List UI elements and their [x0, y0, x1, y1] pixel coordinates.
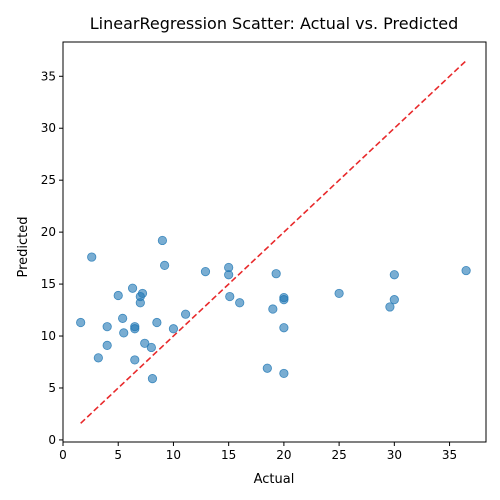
- data-point: [262, 363, 272, 373]
- x-tick-label: 0: [59, 448, 67, 462]
- y-axis-ticks: 0 5 10 15 20 25 30 35: [41, 69, 63, 447]
- data-points: [76, 235, 471, 384]
- data-point: [152, 317, 162, 328]
- y-tick-label: 15: [41, 277, 56, 291]
- data-point: [279, 295, 289, 305]
- y-tick-label: 30: [41, 121, 56, 135]
- x-tick-label: 10: [166, 448, 181, 462]
- data-point: [118, 313, 128, 323]
- reference-line: [80, 60, 467, 424]
- data-point: [157, 235, 167, 246]
- data-point: [127, 283, 138, 293]
- data-point: [147, 374, 158, 384]
- data-point: [389, 295, 399, 305]
- x-tick-label: 30: [387, 448, 402, 462]
- data-point: [102, 322, 112, 332]
- x-tick-label: 20: [276, 448, 291, 462]
- axes-border: [62, 41, 487, 443]
- x-axis-ticks: 0 5 10 15 20 25 30 35: [59, 442, 457, 462]
- data-point: [146, 342, 156, 353]
- data-point: [224, 270, 234, 280]
- data-point: [137, 288, 148, 299]
- data-point: [168, 324, 179, 334]
- data-point: [130, 324, 140, 334]
- data-point: [279, 368, 289, 379]
- data-point: [271, 269, 281, 279]
- x-tick-label: 15: [221, 448, 236, 462]
- data-point: [102, 340, 112, 350]
- data-point: [160, 260, 170, 270]
- data-point: [461, 265, 471, 276]
- x-tick-label: 35: [442, 448, 457, 462]
- y-tick-label: 25: [41, 173, 56, 187]
- reference-line-group: [80, 60, 467, 424]
- data-point: [268, 304, 278, 314]
- x-tick-label: 5: [114, 448, 122, 462]
- data-point: [113, 290, 123, 301]
- data-point: [76, 317, 86, 328]
- y-tick-label: 10: [41, 329, 56, 343]
- data-point: [180, 309, 191, 319]
- y-tick-label: 5: [48, 381, 56, 395]
- x-axis-label: Actual: [254, 472, 295, 487]
- data-point: [93, 353, 103, 363]
- chart-title: LinearRegression Scatter: Actual vs. Pre…: [90, 14, 459, 33]
- data-point: [200, 267, 211, 277]
- x-tick-label: 25: [331, 448, 346, 462]
- y-tick-label: 0: [48, 433, 56, 447]
- data-point: [225, 291, 235, 302]
- data-point: [385, 302, 395, 312]
- data-point: [279, 323, 289, 333]
- y-tick-label: 35: [41, 69, 56, 83]
- data-point: [130, 355, 140, 365]
- y-tick-label: 20: [41, 225, 56, 239]
- data-point: [389, 270, 399, 280]
- data-point: [235, 298, 245, 308]
- axes-frame: [62, 41, 487, 443]
- data-point: [119, 328, 129, 338]
- y-axis-label: Predicted: [16, 216, 31, 277]
- data-point: [87, 252, 97, 262]
- data-point: [140, 338, 150, 348]
- data-point: [334, 288, 344, 299]
